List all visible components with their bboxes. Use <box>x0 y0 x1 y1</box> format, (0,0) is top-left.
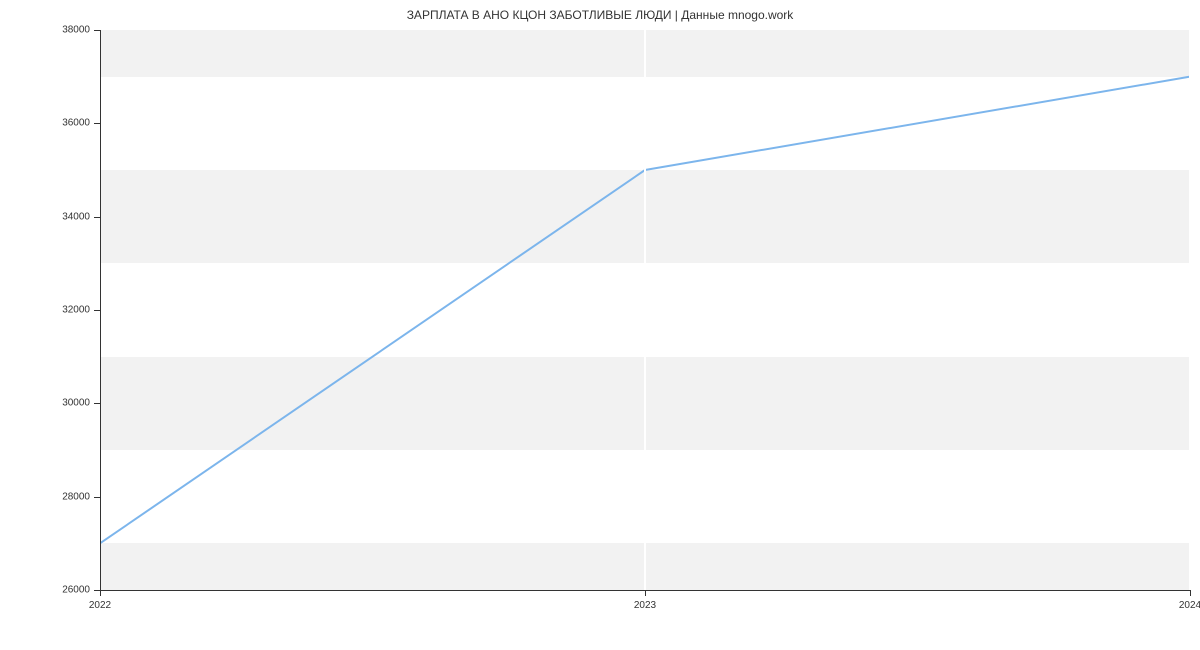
y-tick-label: 34000 <box>0 211 90 222</box>
vertical-gridline <box>1189 30 1191 590</box>
y-tick-label: 30000 <box>0 398 90 409</box>
y-tick-label: 38000 <box>0 25 90 36</box>
chart-container: ЗАРПЛАТА В АНО КЦОН ЗАБОТЛИВЫЕ ЛЮДИ | Да… <box>0 0 1200 650</box>
x-tick-label: 2024 <box>1179 600 1200 611</box>
x-tick-mark <box>645 590 646 596</box>
y-tick-mark <box>94 123 100 124</box>
y-axis-line <box>100 30 101 590</box>
y-tick-mark <box>94 497 100 498</box>
y-tick-mark <box>94 217 100 218</box>
x-tick-mark <box>1190 590 1191 596</box>
y-tick-label: 32000 <box>0 305 90 316</box>
chart-title: ЗАРПЛАТА В АНО КЦОН ЗАБОТЛИВЫЕ ЛЮДИ | Да… <box>0 8 1200 22</box>
x-tick-label: 2022 <box>89 600 111 611</box>
x-tick-label: 2023 <box>634 600 656 611</box>
x-tick-mark <box>100 590 101 596</box>
y-tick-mark <box>94 403 100 404</box>
y-tick-label: 26000 <box>0 585 90 596</box>
plot-area <box>100 30 1190 590</box>
y-tick-label: 28000 <box>0 491 90 502</box>
y-tick-mark <box>94 30 100 31</box>
vertical-gridline <box>644 30 646 590</box>
y-tick-mark <box>94 310 100 311</box>
y-tick-label: 36000 <box>0 118 90 129</box>
